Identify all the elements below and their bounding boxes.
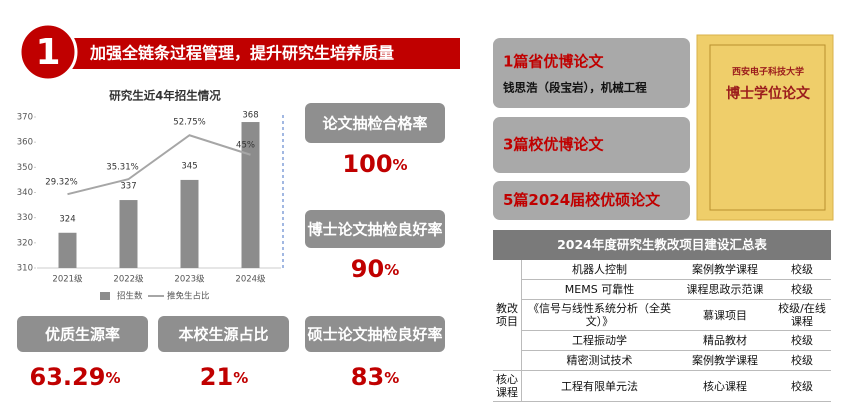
book-cover [696, 34, 834, 221]
table-cell: 校级 [773, 330, 831, 351]
stat-label: 硕士论文抽检良好率 [307, 326, 442, 344]
table-cell: 工程振动学 [521, 330, 677, 351]
table-cell: 校级 [773, 370, 831, 402]
stat-value: 21% [200, 363, 248, 391]
award-box [493, 38, 690, 108]
stat-unit: % [105, 369, 120, 387]
bar [180, 179, 199, 268]
line-label: 35.31% [106, 163, 138, 173]
table-cell: 工程有限单元法 [521, 370, 677, 402]
stat-number: 90 [351, 255, 384, 283]
stat-value: 63.29% [30, 363, 121, 391]
stat-label: 本校生源占比 [178, 326, 268, 344]
stat-label: 博士论文抽检良好率 [307, 221, 442, 239]
stat-number: 100 [342, 150, 392, 178]
table-row: 核心课程 工程有限单元法 核心课程 校级 [493, 370, 831, 402]
table-row: 精密测试技术 案例教学课程 校级 [493, 350, 831, 371]
y-tick-label: 340 [17, 188, 33, 198]
table-cell: 慕课项目 [677, 299, 773, 331]
stat-unit: % [384, 261, 399, 279]
legend-swatch [100, 292, 110, 300]
badge [18, 22, 78, 82]
x-tick-label: 2022级 [113, 274, 144, 285]
stat-number: 83 [351, 363, 384, 391]
bar [119, 200, 138, 268]
y-tick-label: 320 [17, 238, 33, 248]
table-cell: 《信号与线性系统分析（全英文）》 [521, 299, 677, 331]
x-tick-label: 2023级 [174, 274, 205, 285]
line [67, 134, 251, 196]
book-title: 博士学位论文 [726, 85, 811, 102]
bar-label: 368 [242, 111, 258, 121]
bar [58, 232, 77, 268]
table-cell: 校级 [773, 260, 831, 280]
table-cell: 案例教学课程 [677, 260, 773, 280]
stat-label: 论文抽检合格率 [322, 115, 427, 133]
stat-box [305, 103, 445, 143]
table-row: 《信号与线性系统分析（全英文）》 慕课项目 校级/在线课程 [493, 299, 831, 331]
stat-box [305, 316, 445, 352]
table-cell: 校级 [773, 350, 831, 371]
project-table: 2024年度研究生教改项目建设汇总表 教改项目 机器人控制 案例教学课程 校级 MEMS … [493, 230, 831, 402]
badge-number: 1 [35, 32, 60, 73]
table-cell: 校级/在线课程 [773, 299, 831, 331]
book-frame [709, 44, 826, 211]
award-detail: 钱思浩（段宝岩），机械工程 [503, 81, 647, 95]
legend-label: 推免生占比 [167, 291, 210, 302]
line-label: 29.32% [45, 178, 77, 188]
x-tick-label: 2021级 [52, 274, 83, 285]
table-row: 工程振动学 精品教材 校级 [493, 330, 831, 351]
y-tick-label: 360 [17, 138, 33, 148]
y-tick-label: 370 [17, 113, 33, 123]
award-box [493, 181, 690, 220]
table-cell: 课程思政示范课 [677, 279, 773, 300]
table-cell: MEMS 可靠性 [521, 279, 677, 300]
table-cell: 校级 [773, 279, 831, 300]
stat-unit: % [233, 369, 248, 387]
award-title: 3篇校优博论文 [503, 136, 604, 154]
award-box [493, 117, 690, 173]
group-cell: 核心课程 [493, 370, 522, 402]
table-cell: 精密测试技术 [521, 350, 677, 371]
stat-value: 83% [351, 363, 399, 391]
stat-value: 90% [351, 255, 399, 283]
stat-box [305, 210, 445, 248]
bar [241, 122, 260, 269]
stat-value: 100% [342, 150, 407, 178]
line-label: 45% [236, 140, 255, 150]
chart-title: 研究生近4年招生情况 [109, 89, 221, 103]
table-title: 2024年度研究生教改项目建设汇总表 [493, 230, 831, 260]
stat-box [158, 316, 289, 352]
bar-label: 345 [181, 161, 197, 171]
legend-label: 招生数 [117, 291, 143, 302]
stat-number: 21 [200, 363, 233, 391]
stat-unit: % [384, 369, 399, 387]
table-cell: 精品教材 [677, 330, 773, 351]
y-tick-label: 350 [17, 163, 33, 173]
table-row: MEMS 可靠性 课程思政示范课 校级 [493, 279, 831, 300]
bar-label: 324 [59, 214, 75, 224]
banner [60, 38, 460, 69]
table-row: 教改项目 机器人控制 案例教学课程 校级 [493, 260, 831, 371]
table-cell: 案例教学课程 [677, 350, 773, 371]
group-cell: 教改项目 [493, 260, 522, 371]
y-tick-label: 310 [17, 264, 33, 274]
table-body: 教改项目 机器人控制 案例教学课程 校级 MEMS 可靠性 课程思政示范课 校级 《信号与线性… [493, 260, 831, 402]
line-label: 52.75% [173, 118, 205, 128]
banner-title: 加强全链条过程管理，提升研究生培养质量 [89, 44, 394, 63]
table-cell: 核心课程 [677, 370, 773, 402]
y-tick-label: 330 [17, 213, 33, 223]
stat-label: 优质生源率 [45, 326, 120, 344]
bar-label: 337 [120, 182, 136, 192]
stat-unit: % [393, 156, 408, 174]
stat-box [17, 316, 148, 352]
x-tick-label: 2024级 [235, 274, 266, 285]
table-cell: 机器人控制 [521, 260, 677, 280]
book-school: 西安电子科技大学 [732, 66, 804, 78]
award-title: 5篇2024届校优硕论文 [503, 191, 661, 209]
award-title: 1篇省优博论文 [503, 53, 604, 71]
stat-number: 63.29 [30, 363, 106, 391]
